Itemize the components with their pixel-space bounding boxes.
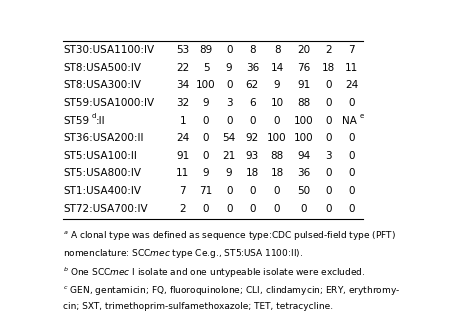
Text: 94: 94	[297, 151, 310, 161]
Text: 34: 34	[176, 80, 190, 90]
Text: 0: 0	[348, 133, 355, 143]
Text: 50: 50	[297, 186, 310, 196]
Text: 0: 0	[348, 151, 355, 161]
Text: ST8:USA300:IV: ST8:USA300:IV	[63, 80, 141, 90]
Text: 7: 7	[180, 186, 186, 196]
Text: 0: 0	[203, 133, 209, 143]
Text: 18: 18	[271, 169, 284, 178]
Text: ST72:USA700:IV: ST72:USA700:IV	[63, 204, 147, 214]
Text: 22: 22	[176, 62, 190, 73]
Text: $^a$ A clonal type was defined as sequence type:CDC pulsed-field type (PFT): $^a$ A clonal type was defined as sequen…	[63, 229, 396, 242]
Text: 92: 92	[246, 133, 259, 143]
Text: 10: 10	[271, 98, 283, 108]
Text: 0: 0	[203, 151, 209, 161]
Text: e: e	[360, 113, 364, 119]
Text: 18: 18	[246, 169, 259, 178]
Text: 0: 0	[249, 204, 255, 214]
Text: 91: 91	[297, 80, 310, 90]
Text: 100: 100	[294, 133, 313, 143]
Text: 0: 0	[226, 204, 232, 214]
Text: 9: 9	[226, 62, 232, 73]
Text: 0: 0	[325, 186, 332, 196]
Text: 1: 1	[180, 116, 186, 126]
Text: cin; SXT, trimethoprim-sulfamethoxazole; TET, tetracycline.: cin; SXT, trimethoprim-sulfamethoxazole;…	[63, 302, 333, 311]
Text: ST1:USA400:IV: ST1:USA400:IV	[63, 186, 141, 196]
Text: d: d	[91, 113, 96, 119]
Text: 0: 0	[203, 116, 209, 126]
Text: 0: 0	[249, 116, 255, 126]
Text: nomenclature: SCC$\it{mec}$ type Ce.g., ST5:USA 1100:II).: nomenclature: SCC$\it{mec}$ type Ce.g., …	[63, 247, 303, 260]
Text: ST5:USA800:IV: ST5:USA800:IV	[63, 169, 141, 178]
Text: 88: 88	[297, 98, 310, 108]
Text: $^c$ GEN, gentamicin; FQ, fluoroquinolone; CLI, clindamycin; ERY, erythromy-: $^c$ GEN, gentamicin; FQ, fluoroquinolon…	[63, 284, 400, 296]
Text: ST30:USA1100:IV: ST30:USA1100:IV	[63, 45, 154, 55]
Text: 88: 88	[271, 151, 284, 161]
Text: 7: 7	[348, 45, 355, 55]
Text: 32: 32	[176, 98, 190, 108]
Text: 71: 71	[200, 186, 213, 196]
Text: 20: 20	[297, 45, 310, 55]
Text: 36: 36	[297, 169, 310, 178]
Text: 3: 3	[226, 98, 232, 108]
Text: :II: :II	[95, 116, 105, 126]
Text: 0: 0	[348, 204, 355, 214]
Text: ST5:USA100:II: ST5:USA100:II	[63, 151, 137, 161]
Text: 54: 54	[222, 133, 236, 143]
Text: 0: 0	[226, 80, 232, 90]
Text: 24: 24	[176, 133, 190, 143]
Text: 100: 100	[294, 116, 313, 126]
Text: 0: 0	[226, 116, 232, 126]
Text: 0: 0	[325, 80, 332, 90]
Text: 0: 0	[348, 186, 355, 196]
Text: 0: 0	[249, 186, 255, 196]
Text: 53: 53	[176, 45, 190, 55]
Text: 11: 11	[176, 169, 190, 178]
Text: 9: 9	[226, 169, 232, 178]
Text: 9: 9	[203, 98, 210, 108]
Text: 5: 5	[203, 62, 210, 73]
Text: 18: 18	[322, 62, 335, 73]
Text: 0: 0	[348, 169, 355, 178]
Text: 93: 93	[246, 151, 259, 161]
Text: 36: 36	[246, 62, 259, 73]
Text: 0: 0	[325, 98, 332, 108]
Text: 2: 2	[180, 204, 186, 214]
Text: 0: 0	[226, 186, 232, 196]
Text: 0: 0	[203, 204, 209, 214]
Text: 24: 24	[345, 80, 358, 90]
Text: 0: 0	[274, 204, 280, 214]
Text: 2: 2	[325, 45, 332, 55]
Text: 100: 100	[267, 133, 287, 143]
Text: 91: 91	[176, 151, 190, 161]
Text: ST36:USA200:II: ST36:USA200:II	[63, 133, 144, 143]
Text: 0: 0	[348, 98, 355, 108]
Text: $^b$ One SCC$\it{mec}$ I isolate and one untypeable isolate were excluded.: $^b$ One SCC$\it{mec}$ I isolate and one…	[63, 265, 365, 280]
Text: 14: 14	[271, 62, 284, 73]
Text: NA: NA	[342, 116, 357, 126]
Text: 8: 8	[274, 45, 281, 55]
Text: 9: 9	[203, 169, 210, 178]
Text: 100: 100	[196, 80, 216, 90]
Text: 3: 3	[325, 151, 332, 161]
Text: 8: 8	[249, 45, 255, 55]
Text: 0: 0	[325, 133, 332, 143]
Text: 62: 62	[246, 80, 259, 90]
Text: 21: 21	[222, 151, 236, 161]
Text: ST59: ST59	[63, 116, 89, 126]
Text: 0: 0	[274, 116, 280, 126]
Text: 0: 0	[325, 116, 332, 126]
Text: 0: 0	[226, 45, 232, 55]
Text: ST59:USA1000:IV: ST59:USA1000:IV	[63, 98, 154, 108]
Text: 76: 76	[297, 62, 310, 73]
Text: 6: 6	[249, 98, 255, 108]
Text: 9: 9	[274, 80, 281, 90]
Text: ST8:USA500:IV: ST8:USA500:IV	[63, 62, 141, 73]
Text: 89: 89	[200, 45, 213, 55]
Text: 0: 0	[274, 186, 280, 196]
Text: 11: 11	[345, 62, 358, 73]
Text: 0: 0	[325, 169, 332, 178]
Text: 0: 0	[301, 204, 307, 214]
Text: 0: 0	[325, 204, 332, 214]
